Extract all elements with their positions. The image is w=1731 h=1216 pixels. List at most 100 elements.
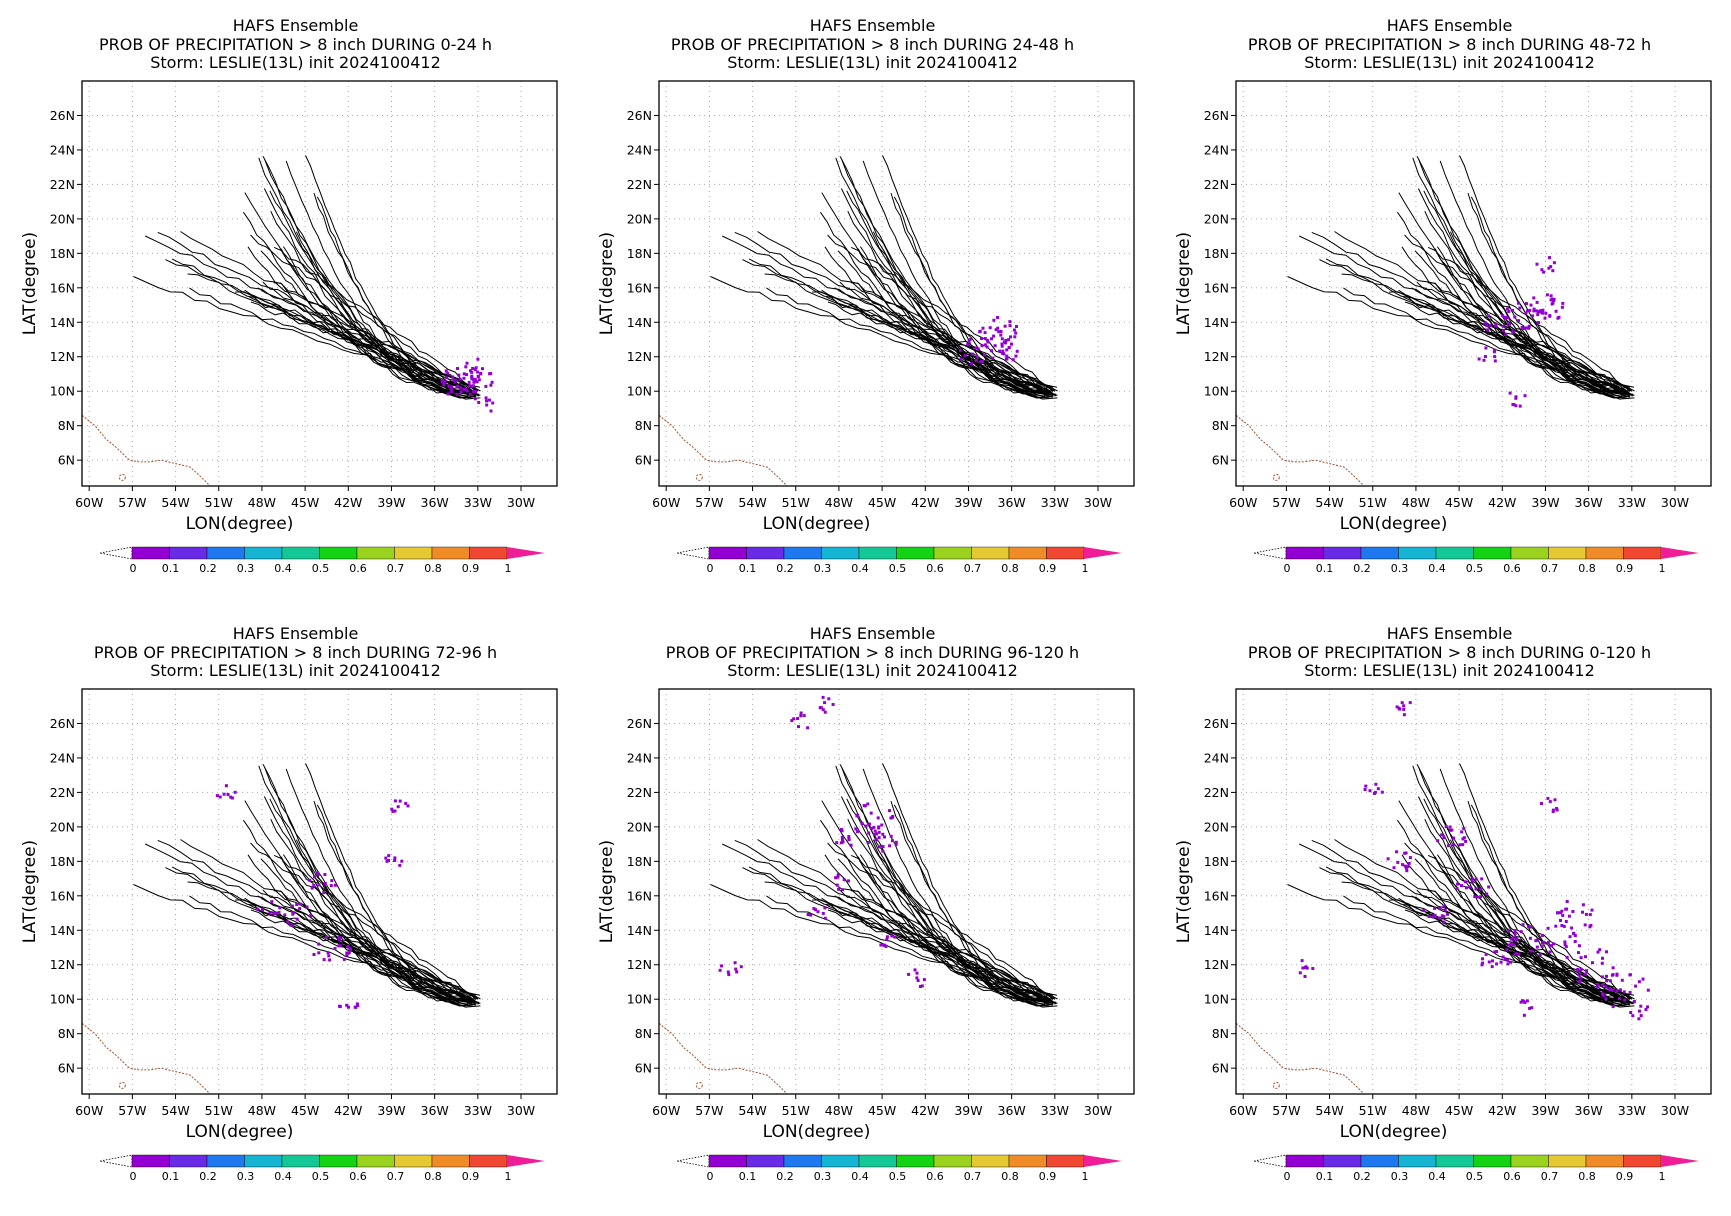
prob-cell [1479, 895, 1483, 899]
prob-cell [356, 1004, 360, 1007]
prob-cell [1481, 957, 1484, 961]
track-line [1414, 250, 1629, 388]
colorbar-low-tip [1253, 546, 1287, 560]
x-tick-label: 51W [1359, 495, 1387, 510]
colorbar: 0 0.1 0.2 0.3 0.4 0.5 0.6 0.7 0.8 0.9 1 [99, 546, 545, 575]
prob-cell [346, 945, 350, 949]
track-line [171, 866, 472, 1004]
prob-cell [313, 875, 316, 879]
prob-cell [890, 934, 894, 938]
track-line [244, 800, 480, 1003]
map-area [659, 155, 1058, 486]
prob-cell [996, 326, 1000, 330]
prob-cell [1405, 869, 1409, 873]
prob-cell [997, 330, 1001, 334]
track-line [847, 210, 1052, 390]
prob-cell [1584, 912, 1588, 916]
x-tick-label: 33W [464, 1103, 492, 1118]
prob-cell [1524, 326, 1528, 330]
prob-cell [1311, 967, 1315, 970]
grid-lines [659, 689, 1134, 1094]
prob-cell [1559, 919, 1562, 922]
x-tick-label: 51W [782, 495, 810, 510]
track-line [893, 196, 1048, 399]
chart-title: HAFS Ensemble [233, 624, 359, 643]
prob-cell [1579, 956, 1583, 960]
x-tick-label: 60W [652, 495, 680, 510]
colorbar-label: 1 [505, 562, 512, 575]
track-line [1412, 157, 1625, 394]
prob-cell [1564, 945, 1568, 949]
prob-cell [1588, 925, 1592, 929]
plot-frame [1235, 80, 1712, 487]
prob-cell [1014, 331, 1018, 335]
prob-cell [298, 907, 302, 910]
x-axis-label: LON(degree) [186, 514, 294, 534]
track-line [157, 839, 479, 1000]
prob-cell [1622, 990, 1626, 994]
y-tick-label: 26N [50, 108, 75, 123]
prob-cell [1392, 866, 1396, 870]
plot-frame [81, 688, 558, 1095]
track-line [710, 276, 1054, 395]
prob-cell [1450, 828, 1454, 832]
prob-cell [1596, 985, 1600, 989]
prob-cell [290, 923, 294, 927]
prob-cell [473, 397, 477, 401]
prob-cell [976, 347, 980, 351]
colorbar-segment [244, 546, 283, 560]
x-tick-label: 54W [738, 1103, 766, 1118]
prob-cell [1550, 297, 1554, 301]
prob-cell [894, 840, 898, 844]
prob-cell [1460, 830, 1464, 834]
colorbar-label: 0.9 [462, 562, 480, 575]
prob-cell [823, 906, 827, 910]
track-line [316, 196, 471, 399]
prob-cell [883, 943, 887, 947]
colorbar-label: 0.2 [1353, 1170, 1371, 1183]
prob-cell [877, 825, 881, 829]
track-line [1311, 231, 1633, 392]
coastline [659, 1022, 788, 1094]
prob-cell [1604, 997, 1608, 1001]
x-tick-label: 39W [954, 495, 982, 510]
map-area [82, 155, 495, 486]
prob-cell [1581, 910, 1584, 914]
track-line [1416, 156, 1628, 399]
track-line [850, 854, 1055, 999]
y-axis-label: LAT(degree) [1174, 232, 1194, 335]
prob-cell [849, 843, 853, 847]
coastline [82, 1022, 211, 1094]
track-line [313, 800, 479, 1004]
prob-cell [1492, 350, 1496, 354]
track-line [1398, 289, 1634, 397]
track-line [734, 839, 1056, 1000]
prob-cell [993, 344, 997, 348]
track-line [1416, 764, 1628, 1007]
prob-cell [888, 809, 891, 813]
prob-cell [1605, 950, 1608, 954]
prob-cell [229, 795, 233, 799]
axis-ticks [654, 114, 1099, 491]
track-line [839, 156, 1051, 399]
prob-cell [476, 357, 480, 361]
x-tick-label: 45W [1445, 1103, 1473, 1118]
colorbar-label: 0.9 [1616, 562, 1634, 575]
prob-cell [990, 337, 993, 341]
prob-cell [310, 886, 314, 890]
x-tick-label: 33W [464, 495, 492, 510]
prob-cell [1395, 705, 1399, 709]
x-axis-label: LON(degree) [1340, 1122, 1448, 1142]
prob-cell [799, 711, 803, 715]
y-tick-label: 20N [627, 819, 652, 834]
colorbar-segment [971, 1154, 1010, 1168]
chart-subtitle-storm: Storm: LESLIE(13L) init 2024100412 [150, 53, 441, 72]
colorbar: 0 0.1 0.2 0.3 0.4 0.5 0.6 0.7 0.8 0.9 1 [676, 546, 1122, 575]
colorbar-label: 0.1 [739, 1170, 757, 1183]
prob-cell [393, 799, 397, 803]
colorbar-label: 0.5 [1466, 562, 1484, 575]
x-tick-label: 48W [1402, 495, 1430, 510]
prob-cell [1555, 808, 1559, 812]
prob-cell [1010, 342, 1013, 346]
track-line [1418, 159, 1635, 400]
